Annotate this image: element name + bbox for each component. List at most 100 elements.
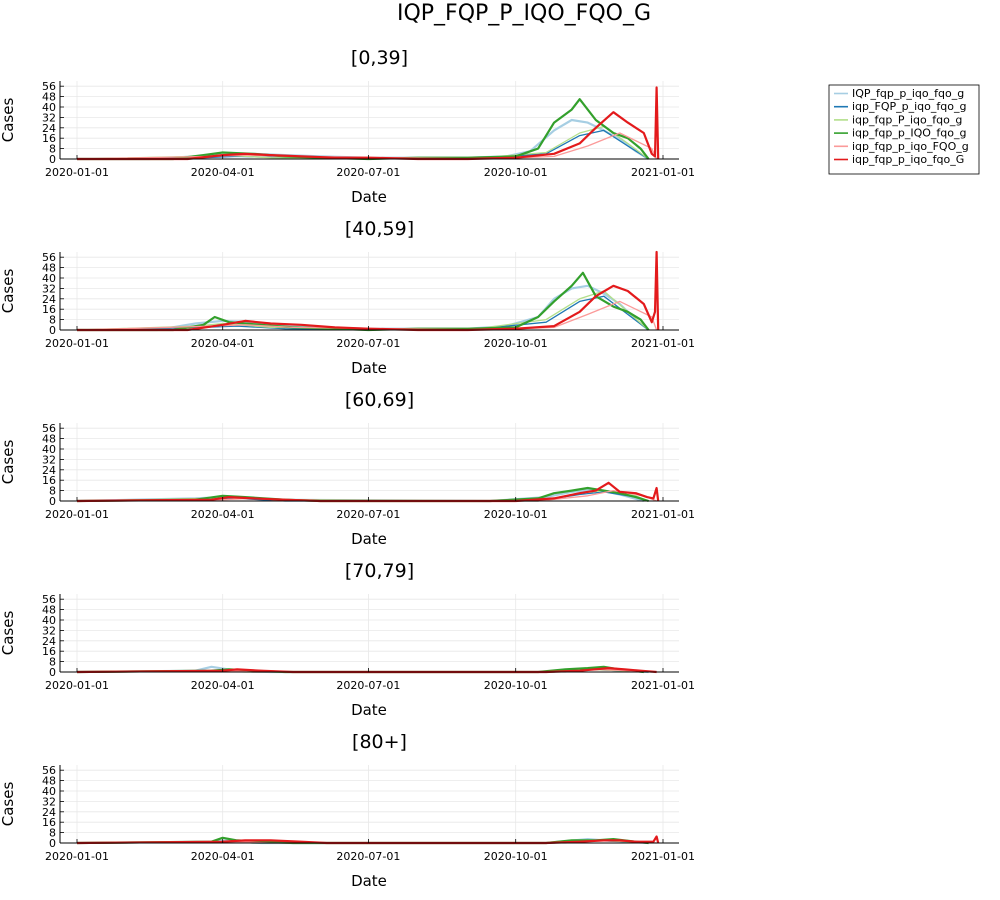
y-tick-label: 56 bbox=[42, 80, 56, 93]
y-tick-label: 24 bbox=[42, 122, 56, 135]
x-tick-label: 2020-10-01 bbox=[484, 166, 548, 179]
y-tick-label: 16 bbox=[42, 303, 56, 316]
y-tick-label: 40 bbox=[42, 443, 56, 456]
legend-item: iqp_fqp_P_iqo_fqo_g bbox=[834, 113, 962, 126]
legend-item: iqp_fqp_p_iqo_fqo_G bbox=[834, 153, 964, 166]
series-line bbox=[76, 290, 650, 331]
y-axis-label: Cases bbox=[0, 98, 17, 143]
series-line bbox=[76, 481, 660, 503]
x-tick-label: 2020-01-01 bbox=[45, 850, 109, 863]
series-line bbox=[76, 835, 660, 845]
subplot-title: [80+] bbox=[352, 731, 407, 753]
figure-title: IQP_FQP_P_IQO_FQO_G bbox=[397, 1, 651, 26]
y-tick-label: 16 bbox=[42, 816, 56, 829]
x-tick-label: 2021-01-01 bbox=[631, 166, 695, 179]
y-axis-label: Cases bbox=[0, 611, 17, 656]
y-tick-label: 0 bbox=[49, 666, 56, 679]
y-tick-label: 56 bbox=[42, 764, 56, 777]
x-tick-label: 2020-10-01 bbox=[484, 337, 548, 350]
x-tick-label: 2021-01-01 bbox=[631, 508, 695, 521]
x-tick-label: 2020-04-01 bbox=[191, 337, 255, 350]
y-tick-label: 56 bbox=[42, 251, 56, 264]
x-tick-label: 2020-10-01 bbox=[484, 508, 548, 521]
x-axis-label: Date bbox=[351, 359, 387, 377]
series-line bbox=[77, 250, 660, 332]
x-tick-label: 2020-04-01 bbox=[191, 850, 255, 863]
series-line bbox=[76, 129, 649, 160]
y-tick-label: 24 bbox=[42, 464, 56, 477]
x-axis-label: Date bbox=[351, 188, 387, 206]
subplot-title: [60,69] bbox=[345, 389, 414, 411]
y-tick-label: 56 bbox=[42, 593, 56, 606]
x-tick-label: 2020-01-01 bbox=[45, 337, 109, 350]
legend-label: iqp_fqp_p_IQO_fqo_g bbox=[852, 127, 966, 140]
y-tick-label: 40 bbox=[42, 272, 56, 285]
x-tick-label: 2020-04-01 bbox=[191, 508, 255, 521]
y-tick-label: 32 bbox=[42, 111, 56, 124]
legend-box bbox=[828, 84, 980, 175]
y-tick-label: 48 bbox=[42, 775, 56, 788]
y-tick-label: 8 bbox=[49, 485, 56, 498]
y-tick-label: 8 bbox=[49, 143, 56, 156]
x-tick-label: 2021-01-01 bbox=[631, 850, 695, 863]
y-tick-label: 48 bbox=[42, 604, 56, 617]
y-tick-label: 32 bbox=[42, 624, 56, 637]
x-tick-label: 2020-07-01 bbox=[336, 508, 400, 521]
subplot-title: [70,79] bbox=[345, 560, 414, 582]
x-tick-label: 2020-04-01 bbox=[191, 679, 255, 692]
legend-item: iqp_fqp_p_iqo_FQO_g bbox=[834, 140, 969, 153]
y-tick-label: 32 bbox=[42, 453, 56, 466]
y-tick-label: 8 bbox=[49, 314, 56, 327]
x-tick-label: 2020-07-01 bbox=[336, 850, 400, 863]
y-axis-label: Cases bbox=[0, 269, 17, 314]
y-tick-label: 32 bbox=[42, 282, 56, 295]
legend-item: iqp_FQP_p_iqo_fqo_g bbox=[834, 100, 966, 113]
y-tick-label: 16 bbox=[42, 645, 56, 658]
x-tick-label: 2020-07-01 bbox=[336, 166, 400, 179]
legend-label: iqp_FQP_p_iqo_fqo_g bbox=[852, 100, 966, 113]
y-tick-label: 16 bbox=[42, 132, 56, 145]
y-tick-label: 56 bbox=[42, 422, 56, 435]
y-tick-label: 24 bbox=[42, 806, 56, 819]
y-tick-label: 40 bbox=[42, 785, 56, 798]
legend-label: IQP_fqp_p_iqo_fqo_g bbox=[852, 87, 964, 100]
y-tick-label: 16 bbox=[42, 474, 56, 487]
series-line bbox=[77, 271, 650, 332]
y-tick-label: 48 bbox=[42, 262, 56, 275]
y-tick-label: 48 bbox=[42, 433, 56, 446]
legend-item: iqp_fqp_p_IQO_fqo_g bbox=[834, 127, 966, 140]
x-tick-label: 2020-01-01 bbox=[45, 679, 109, 692]
y-tick-label: 8 bbox=[49, 656, 56, 669]
subplot-title: [0,39] bbox=[351, 47, 408, 69]
y-tick-label: 0 bbox=[49, 495, 56, 508]
y-tick-label: 40 bbox=[42, 101, 56, 114]
x-axis-label: Date bbox=[351, 872, 387, 890]
x-tick-label: 2020-01-01 bbox=[45, 508, 109, 521]
y-tick-label: 0 bbox=[49, 324, 56, 337]
legend-label: iqp_fqp_p_iqo_fqo_G bbox=[852, 153, 964, 166]
y-tick-label: 0 bbox=[49, 153, 56, 166]
legend: IQP_fqp_p_iqo_fqo_giqp_FQP_p_iqo_fqo_giq… bbox=[828, 84, 980, 175]
x-tick-label: 2020-10-01 bbox=[484, 679, 548, 692]
series-line bbox=[76, 132, 658, 160]
x-tick-label: 2021-01-01 bbox=[631, 337, 695, 350]
x-tick-label: 2020-04-01 bbox=[191, 166, 255, 179]
y-tick-label: 32 bbox=[42, 795, 56, 808]
x-axis-label: Date bbox=[351, 530, 387, 548]
y-axis-label: Cases bbox=[0, 440, 17, 485]
legend-item: IQP_fqp_p_iqo_fqo_g bbox=[834, 87, 964, 100]
y-tick-label: 8 bbox=[49, 827, 56, 840]
x-tick-label: 2020-07-01 bbox=[336, 679, 400, 692]
y-tick-label: 40 bbox=[42, 614, 56, 627]
x-tick-label: 2020-01-01 bbox=[45, 166, 109, 179]
y-tick-label: 24 bbox=[42, 293, 56, 306]
series-line bbox=[77, 98, 650, 161]
x-axis-label: Date bbox=[351, 701, 387, 719]
